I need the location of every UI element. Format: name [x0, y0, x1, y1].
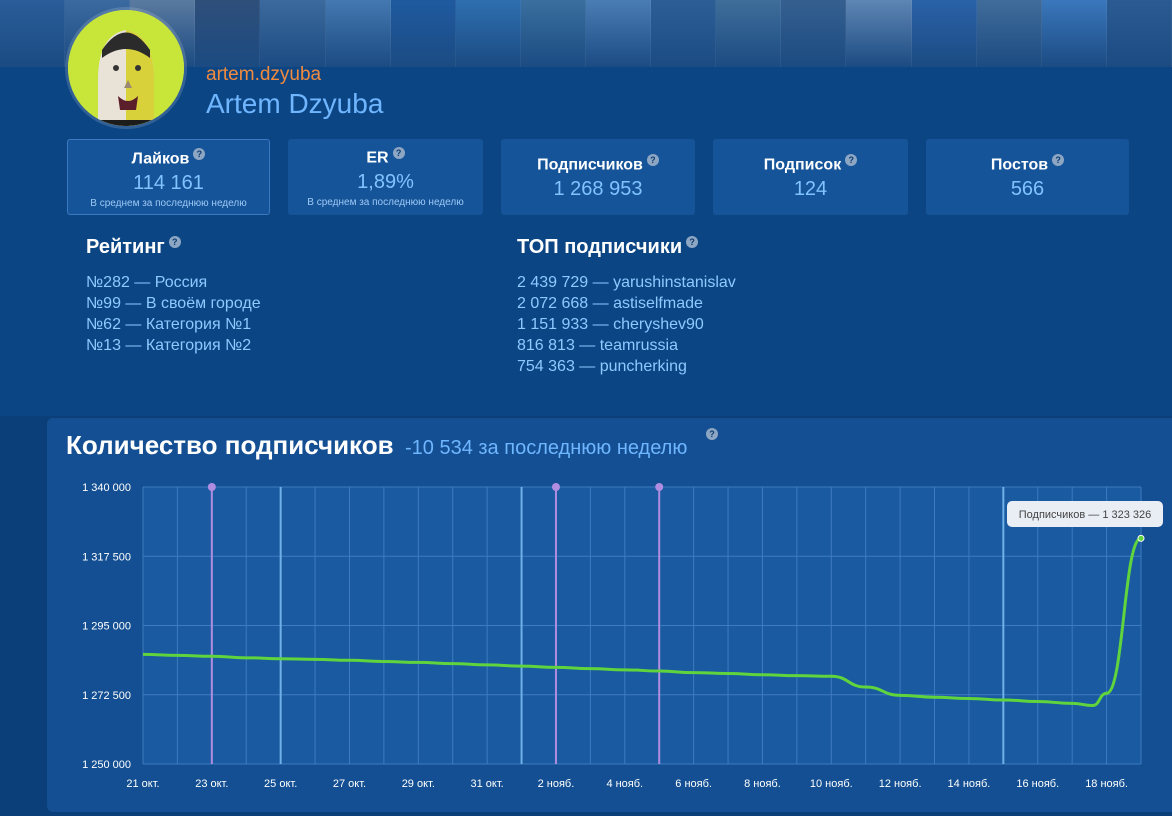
banner-photo: [325, 0, 391, 67]
post-marker-dot: [207, 483, 216, 491]
x-tick-label: 10 нояб.: [810, 778, 853, 790]
rating-item: №282 — Россия: [86, 274, 208, 291]
stat-card-posts: Постов? 566: [926, 139, 1129, 215]
banner-photo: [781, 0, 847, 67]
stat-card-followers: Подписчиков? 1 268 953: [501, 139, 695, 215]
x-tick-label: 14 нояб.: [948, 778, 991, 790]
stat-value-er: 1,89%: [357, 171, 414, 194]
x-tick-label: 25 окт.: [264, 778, 297, 790]
rating-item: №13 — Категория №2: [86, 337, 252, 354]
top-followers-list: 2 439 729 — yarushinstanislav 2 072 668 …: [517, 272, 736, 377]
x-tick-label: 18 нояб.: [1085, 778, 1128, 790]
x-tick-label: 8 нояб.: [744, 778, 781, 790]
banner-photo: [0, 0, 66, 67]
x-tick-label: 12 нояб.: [879, 778, 922, 790]
x-tick-label: 21 окт.: [126, 778, 159, 790]
avatar[interactable]: [68, 10, 184, 126]
stat-card-er: ER? 1,89% В среднем за последнюю неделю: [288, 139, 483, 215]
stat-label-likes: Лайков: [131, 150, 190, 168]
banner-photo: [195, 0, 261, 67]
stat-value-following: 124: [793, 178, 828, 201]
tooltip-text: Подписчиков — 1 323 326: [1019, 509, 1152, 521]
stat-label-following: Подписок: [763, 156, 842, 174]
banner-photo: [651, 0, 717, 67]
top-follower-item[interactable]: 1 151 933 — cheryshev90: [517, 316, 704, 333]
rating-title-text: Рейтинг: [86, 236, 165, 258]
help-icon[interactable]: ?: [706, 428, 718, 440]
post-marker-dot: [551, 483, 560, 491]
rating-list: №282 — Россия №99 — В своём городе №62 —…: [86, 272, 261, 356]
last-point: [1137, 534, 1145, 542]
banner-photo: [390, 0, 456, 67]
stat-label-er: ER: [366, 149, 389, 167]
banner-photo: [911, 0, 977, 67]
rating-item: №99 — В своём городе: [86, 295, 261, 312]
help-icon[interactable]: ?: [646, 154, 659, 166]
tooltip-box: [1007, 501, 1163, 527]
post-marker-dot: [655, 483, 664, 491]
x-tick-label: 23 окт.: [195, 778, 228, 790]
x-tick-label: 6 нояб.: [675, 778, 712, 790]
username[interactable]: artem.dzyuba: [206, 64, 322, 85]
help-icon[interactable]: ?: [168, 236, 181, 249]
top-follower-item[interactable]: 754 363 — puncherking: [517, 358, 687, 375]
banner-photo: [716, 0, 782, 67]
series-line: [142, 536, 1142, 708]
stat-value-posts: 566: [1010, 178, 1045, 201]
x-tick-label: 29 окт.: [402, 778, 435, 790]
rating-item: №62 — Категория №1: [86, 316, 252, 333]
banner-photo: [585, 0, 652, 67]
x-tick-label: 2 нояб.: [538, 778, 575, 790]
banner-photo: [1106, 0, 1172, 67]
help-icon[interactable]: ?: [392, 147, 405, 159]
x-tick-label: 31 окт.: [471, 778, 504, 790]
help-icon[interactable]: ?: [1052, 154, 1065, 166]
full-name: Artem Dzyuba: [206, 88, 384, 119]
y-tick-label: 1 295 000: [82, 621, 131, 633]
y-tick-label: 1 317 500: [82, 551, 131, 563]
help-icon[interactable]: ?: [686, 236, 699, 249]
banner-photo: [455, 0, 521, 67]
y-tick-label: 1 250 000: [82, 759, 131, 771]
banner-photo: [976, 0, 1042, 67]
banner-photo: [846, 0, 912, 67]
help-icon[interactable]: ?: [845, 154, 858, 166]
banner-photo: [520, 0, 586, 67]
avatar-image: [68, 10, 184, 126]
stat-value-followers: 1 268 953: [553, 178, 643, 201]
stat-card-likes: Лайков? 114 161 В среднем за последнюю н…: [67, 139, 270, 215]
chart-subtitle: -10 534 за последнюю неделю: [405, 437, 688, 459]
stat-value-likes: 114 161: [133, 172, 204, 195]
stat-card-following: Подписок? 124: [713, 139, 908, 215]
x-tick-label: 4 нояб.: [606, 778, 643, 790]
stat-label-followers: Подписчиков: [537, 156, 643, 174]
y-tick-label: 1 272 500: [82, 690, 131, 702]
top-follower-item[interactable]: 816 813 — teamrussia: [517, 337, 678, 354]
profile-section: [0, 67, 1172, 416]
help-icon[interactable]: ?: [193, 148, 206, 160]
x-tick-label: 27 окт.: [333, 778, 366, 790]
top-followers-title-text: ТОП подписчики: [517, 236, 683, 258]
banner-photo: [260, 0, 326, 67]
rating-title: Рейтинг?: [86, 236, 181, 259]
x-tick-label: 16 нояб.: [1016, 778, 1059, 790]
banner-photo: [1041, 0, 1107, 67]
stat-sub-er: В среднем за последнюю неделю: [307, 197, 464, 209]
top-follower-item[interactable]: 2 072 668 — astiselfmade: [517, 295, 703, 312]
tooltip: Подписчиков — 1 323 326: [1007, 501, 1163, 527]
chart-title: Количество подписчиков: [66, 430, 394, 460]
top-followers-title: ТОП подписчики?: [517, 236, 699, 259]
stat-label-posts: Постов: [990, 156, 1049, 174]
y-tick-label: 1 340 000: [82, 482, 131, 494]
top-follower-item[interactable]: 2 439 729 — yarushinstanislav: [517, 274, 736, 291]
stat-sub-likes: В среднем за последнюю неделю: [90, 198, 247, 210]
